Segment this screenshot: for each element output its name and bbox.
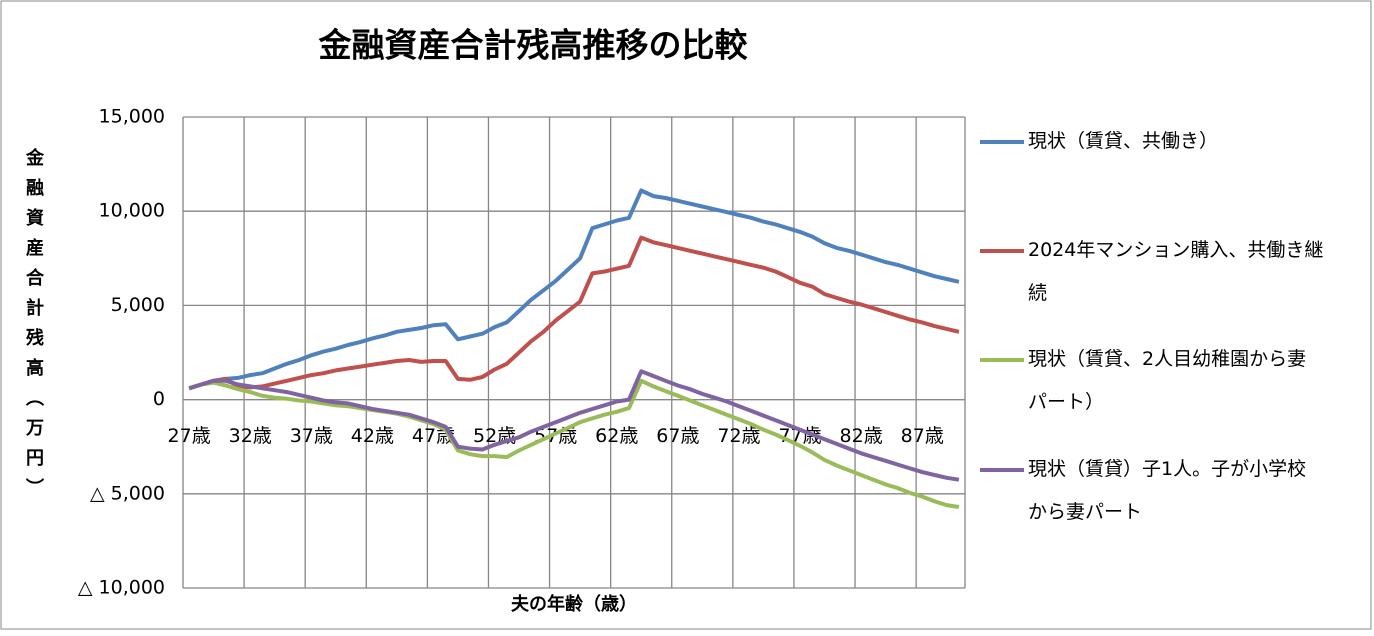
y-tick-label: 0 xyxy=(153,388,165,410)
series-line xyxy=(188,188,960,391)
series-line xyxy=(188,378,960,509)
x-axis-title: 夫の年齢（歳） xyxy=(511,593,637,615)
x-tick-label: 72歳 xyxy=(717,425,760,447)
legend-label: 現状（賃貸、共働き） xyxy=(1028,130,1219,152)
y-tick-label: △ 5,000 xyxy=(90,482,165,504)
x-tick-label: 67歳 xyxy=(656,425,699,447)
x-tick-label: 87歳 xyxy=(901,425,944,447)
chart-title: 金融資産合計残高推移の比較 xyxy=(318,26,749,65)
y-tick-label: 5,000 xyxy=(111,294,165,316)
series-line xyxy=(188,235,960,391)
legend-label: 現状（賃貸、2人目幼稚園から妻パート） xyxy=(1028,348,1307,413)
legend-swatch xyxy=(980,358,1024,362)
legend-item: 2024年マンション購入、共働き継続 xyxy=(980,229,1325,315)
y-tick-label: 10,000 xyxy=(99,200,165,222)
legend-item: 現状（賃貸）子1人。子が小学校から妻パート xyxy=(980,448,1325,534)
legend-swatch xyxy=(980,249,1024,253)
y-tick-label: 15,000 xyxy=(99,106,165,128)
series-line xyxy=(188,369,960,482)
legend-label: 2024年マンション購入、共働き継続 xyxy=(1028,239,1324,304)
y-axis-title: 金融資産合計残高（万円） xyxy=(23,148,44,508)
x-tick-label: 42歳 xyxy=(351,425,394,447)
x-tick-label: 62歳 xyxy=(595,425,638,447)
legend-item: 現状（賃貸、共働き） xyxy=(980,120,1325,163)
x-tick-label: 37歳 xyxy=(290,425,333,447)
x-tick-label: 27歳 xyxy=(168,425,211,447)
legend-item: 現状（賃貸、2人目幼稚園から妻パート） xyxy=(980,338,1325,424)
legend-label: 現状（賃貸）子1人。子が小学校から妻パート xyxy=(1028,458,1307,523)
legend-swatch xyxy=(980,468,1024,472)
y-tick-label: △ 10,000 xyxy=(78,577,165,599)
x-tick-label: 32歳 xyxy=(229,425,272,447)
x-tick-label: 82歳 xyxy=(840,425,883,447)
legend-swatch xyxy=(980,140,1024,144)
